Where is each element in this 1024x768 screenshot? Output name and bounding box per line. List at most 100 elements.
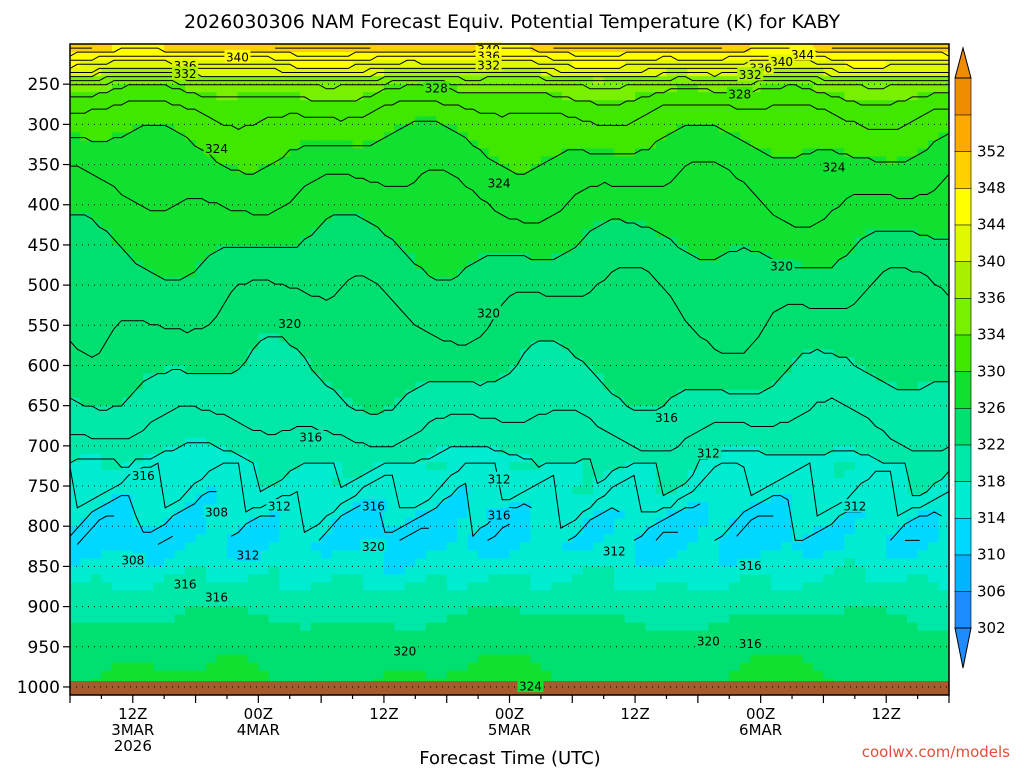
field-cell xyxy=(614,502,626,511)
field-cell xyxy=(519,478,532,487)
field-cell xyxy=(467,397,479,407)
field-cell xyxy=(530,349,542,359)
field-cell xyxy=(582,108,594,117)
field-cell xyxy=(666,453,678,463)
field-cell xyxy=(865,52,877,61)
field-cell xyxy=(561,341,573,351)
field-cell xyxy=(310,261,322,270)
field-cell xyxy=(404,228,416,238)
field-cell xyxy=(70,413,82,423)
field-cell xyxy=(635,357,647,367)
field-cell xyxy=(907,317,919,326)
field-cell xyxy=(938,140,949,150)
field-cell xyxy=(519,84,532,93)
field-cell xyxy=(582,510,594,519)
field-cell xyxy=(258,84,270,93)
field-cell xyxy=(938,236,949,246)
field-cell xyxy=(457,389,469,399)
field-cell xyxy=(404,397,416,407)
field-cell xyxy=(844,84,856,93)
field-cell xyxy=(907,502,919,511)
field-cell xyxy=(666,510,678,519)
field-cell xyxy=(907,52,919,61)
field-cell xyxy=(540,132,552,142)
field-cell xyxy=(174,172,186,182)
field-cell xyxy=(739,445,751,455)
field-cell xyxy=(530,156,542,166)
field-cell xyxy=(802,494,814,503)
field-cell xyxy=(792,293,804,302)
field-cell xyxy=(896,478,908,487)
field-cell xyxy=(237,437,249,447)
field-cell xyxy=(373,365,385,375)
field-cell xyxy=(404,365,416,375)
field-cell xyxy=(666,381,678,391)
field-cell xyxy=(467,180,479,190)
field-cell xyxy=(122,469,134,479)
field-cell xyxy=(844,453,856,463)
field-cell xyxy=(153,349,165,359)
field-cell xyxy=(206,397,218,407)
field-cell xyxy=(593,429,605,439)
field-cell xyxy=(425,220,437,230)
field-cell xyxy=(446,429,458,439)
field-cell xyxy=(750,172,762,182)
field-cell xyxy=(352,494,364,503)
field-cell xyxy=(865,309,877,318)
field-cell xyxy=(143,188,155,198)
field-cell xyxy=(310,116,322,125)
field-cell xyxy=(656,172,668,182)
field-cell xyxy=(300,341,312,351)
field-cell xyxy=(478,236,490,246)
field-cell xyxy=(446,325,458,334)
field-cell xyxy=(530,116,542,125)
field-cell xyxy=(509,220,521,230)
field-cell xyxy=(143,381,155,391)
field-cell xyxy=(122,502,134,511)
field-cell xyxy=(792,60,804,69)
field-cell xyxy=(645,437,657,447)
field-cell xyxy=(132,228,144,238)
field-cell xyxy=(247,172,259,182)
field-cell xyxy=(289,277,301,286)
field-cell xyxy=(540,429,552,439)
field-cell xyxy=(540,164,552,174)
field-cell xyxy=(582,429,594,439)
field-cell xyxy=(436,148,448,158)
field-cell xyxy=(844,188,856,198)
field-cell xyxy=(854,212,866,222)
field-cell xyxy=(268,220,280,230)
field-cell xyxy=(153,92,165,101)
field-cell xyxy=(174,349,186,359)
field-cell xyxy=(478,405,490,415)
field-cell xyxy=(132,156,144,166)
field-cell xyxy=(415,188,427,198)
field-cell xyxy=(603,92,615,101)
field-cell xyxy=(174,389,186,399)
field-cell xyxy=(499,389,511,399)
field-cell xyxy=(70,269,82,278)
field-cell xyxy=(750,277,762,286)
field-cell xyxy=(697,510,709,519)
field-cell xyxy=(593,309,605,318)
field-cell xyxy=(593,60,605,69)
field-cell xyxy=(645,220,657,230)
field-cell xyxy=(572,461,584,471)
field-cell xyxy=(132,269,144,278)
field-cell xyxy=(582,494,594,503)
field-cell xyxy=(206,389,218,399)
field-cell xyxy=(331,124,343,134)
field-cell xyxy=(247,269,259,278)
field-cell xyxy=(812,381,825,391)
field-cell xyxy=(572,124,584,134)
field-cell xyxy=(206,469,218,479)
field-cell xyxy=(540,84,552,93)
field-cell xyxy=(572,349,584,359)
field-cell xyxy=(279,421,291,431)
field-cell xyxy=(499,116,511,125)
field-cell xyxy=(206,453,218,463)
field-cell xyxy=(457,277,469,286)
field-cell xyxy=(645,277,657,286)
field-cell xyxy=(247,494,259,503)
field-cell xyxy=(363,421,375,431)
